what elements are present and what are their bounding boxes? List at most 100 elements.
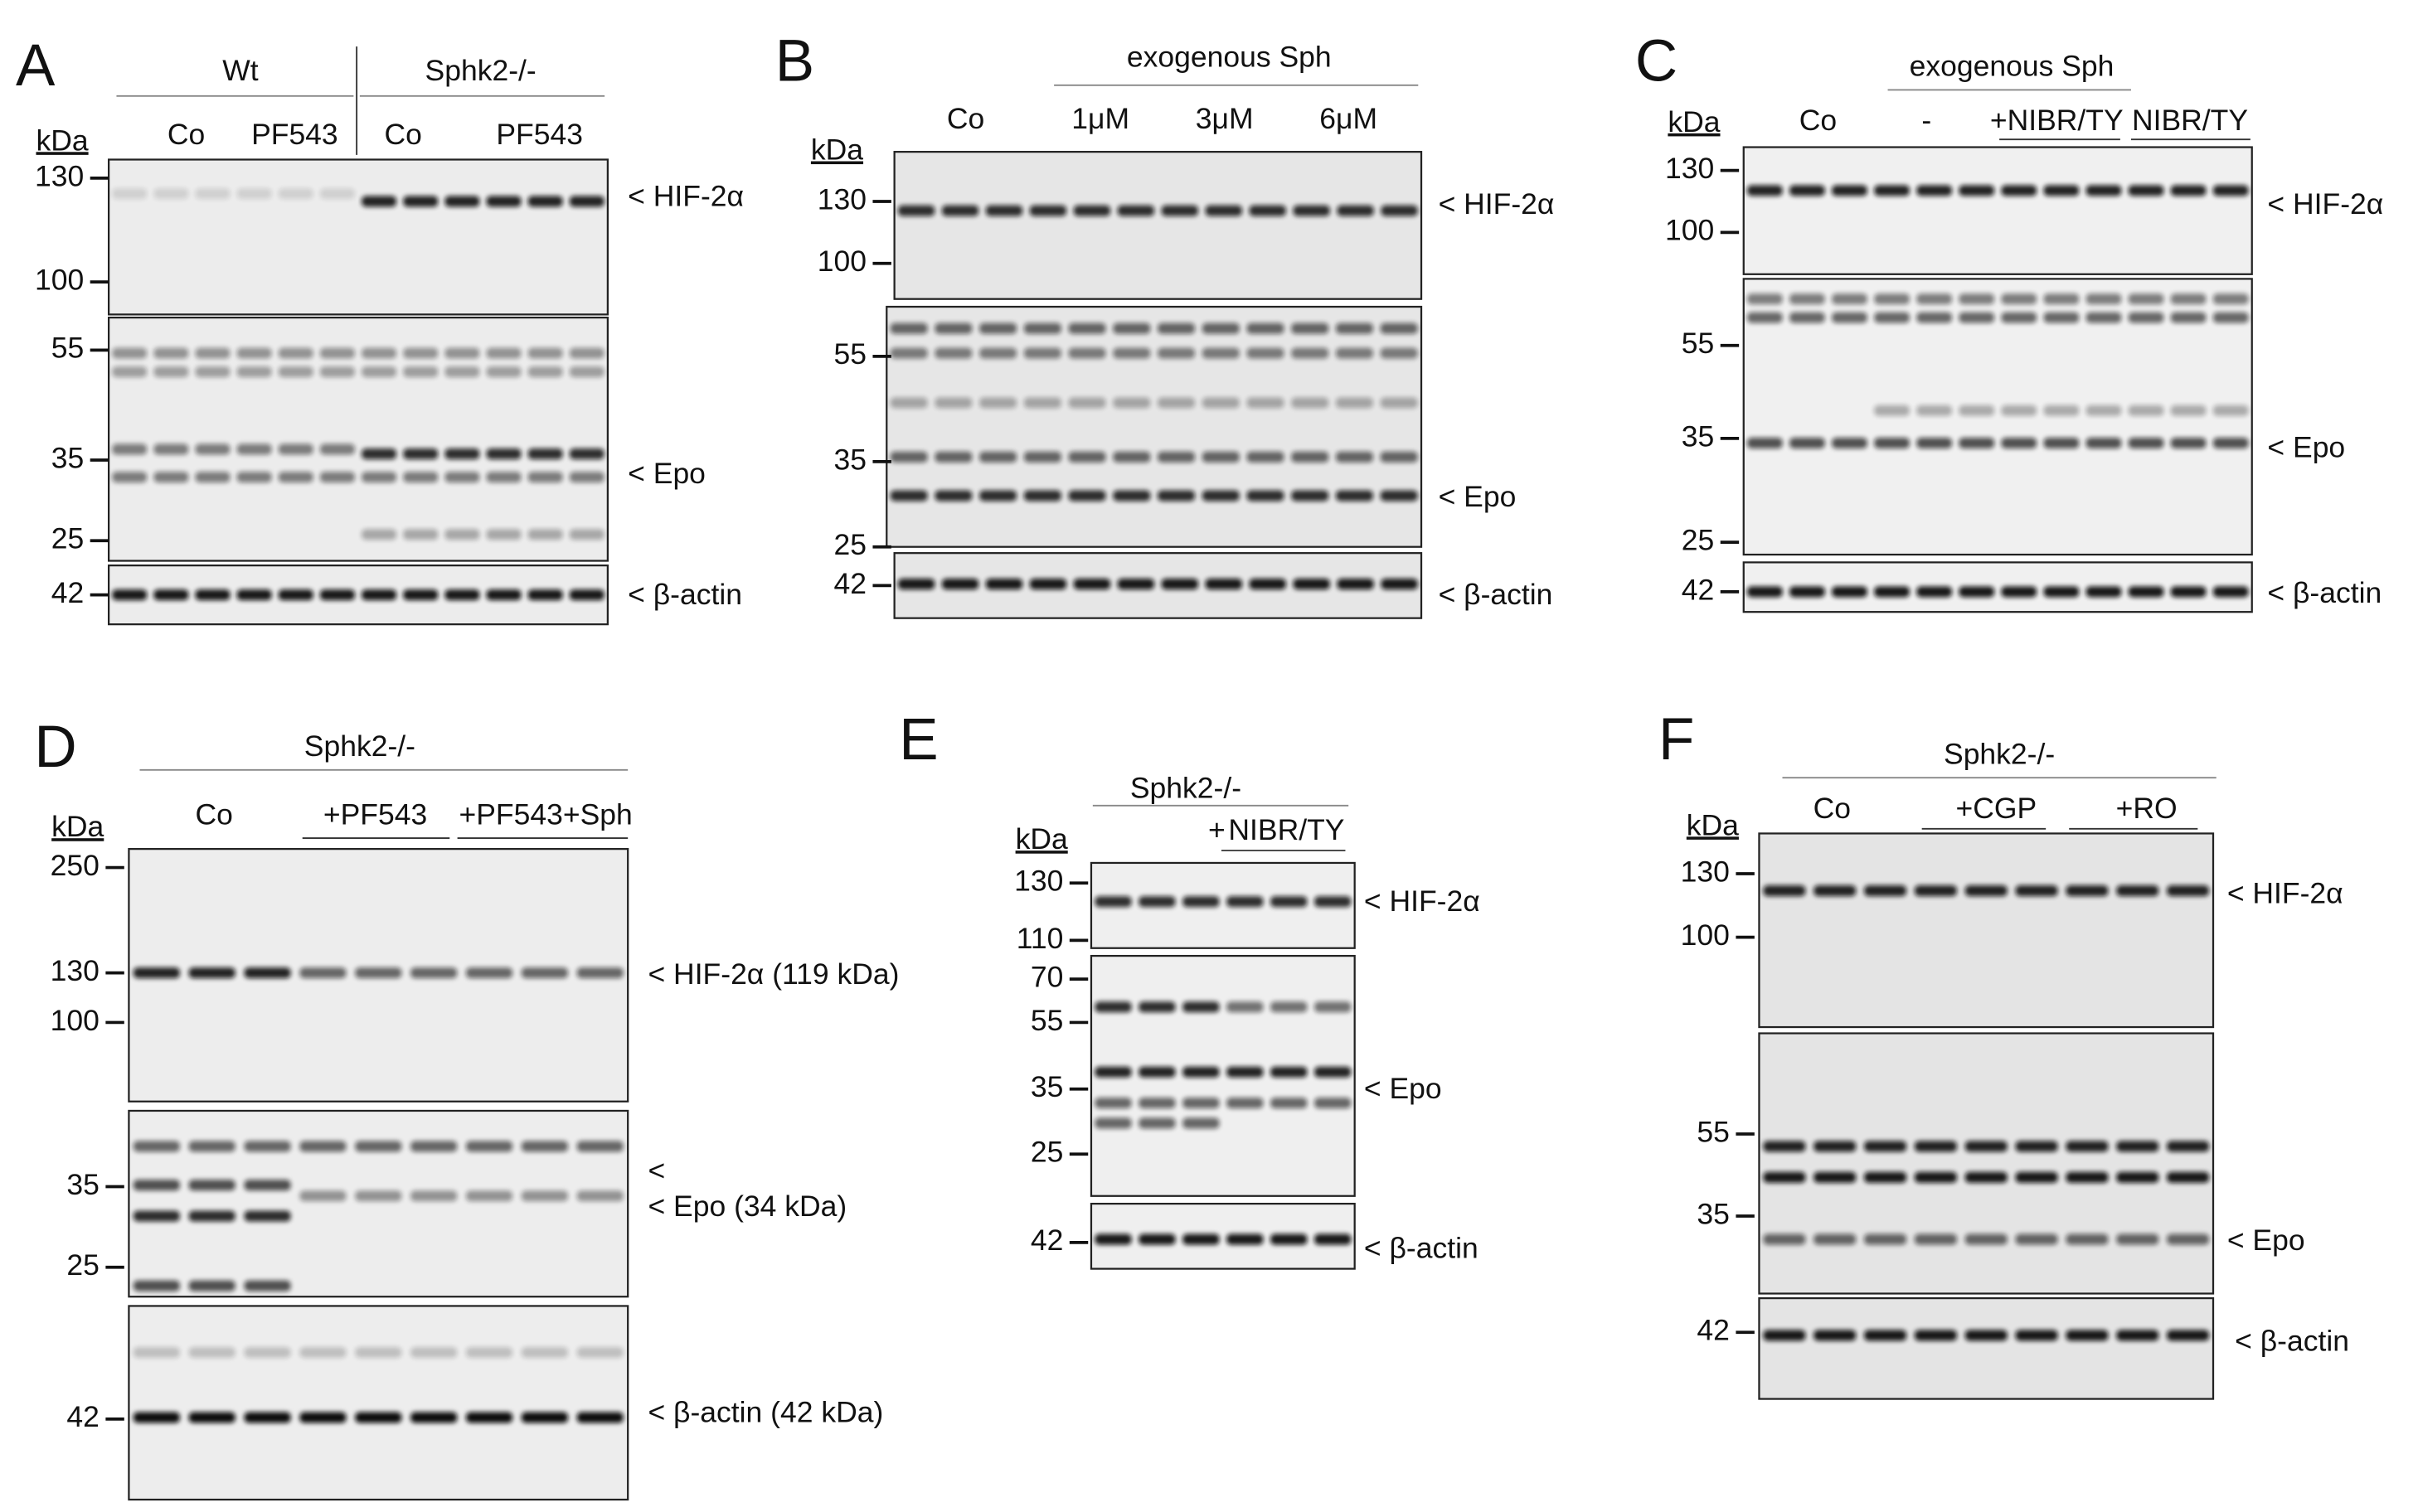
lane-label: PF543 [496, 118, 583, 151]
marker-label: 100 [1665, 214, 1714, 247]
kda-label: kDa [811, 133, 863, 167]
band [403, 366, 439, 378]
marker-label: 42 [833, 567, 867, 600]
band [2001, 405, 2037, 416]
marker-label: 55 [1682, 327, 1715, 360]
band [527, 448, 563, 460]
lane-label: Co [385, 118, 422, 151]
band [569, 529, 604, 540]
band [527, 472, 563, 483]
band [1381, 205, 1418, 216]
band [133, 1180, 180, 1191]
band [299, 1412, 347, 1423]
band [1813, 1330, 1857, 1341]
band [1964, 1330, 2008, 1341]
band [1959, 312, 1995, 323]
band [2043, 437, 2080, 449]
band [1073, 205, 1111, 216]
band [1246, 490, 1284, 502]
band [1335, 451, 1374, 463]
band [236, 443, 272, 455]
band [403, 347, 439, 359]
band [2066, 885, 2109, 897]
band [1073, 579, 1111, 590]
group-header: Sphk2-/- [425, 54, 537, 87]
target-label: < β-actin [2267, 576, 2382, 609]
band [1291, 347, 1329, 359]
band [112, 472, 148, 483]
band [1182, 1117, 1220, 1129]
band [362, 448, 397, 460]
band [1270, 1066, 1308, 1078]
marker-label: 25 [1031, 1136, 1064, 1169]
band [2170, 185, 2207, 196]
band [935, 322, 973, 334]
band [2167, 885, 2210, 897]
band [1763, 1141, 1806, 1152]
band [486, 347, 522, 359]
band [1746, 293, 1783, 305]
band [2085, 405, 2122, 416]
band [410, 1141, 458, 1152]
band [278, 347, 313, 359]
band [1863, 1233, 1907, 1245]
marker-label: 55 [1031, 1004, 1064, 1037]
band [1763, 1171, 1806, 1183]
band [299, 967, 347, 979]
band [935, 451, 973, 463]
marker-label: 35 [1682, 419, 1715, 453]
band [319, 188, 355, 200]
band [403, 196, 439, 207]
marker-label: 100 [818, 245, 867, 278]
band [1874, 312, 1910, 323]
panel-letter: F [1658, 707, 1694, 773]
band [1746, 586, 1783, 598]
band [1139, 1117, 1176, 1129]
band [2085, 185, 2122, 196]
band [236, 472, 272, 483]
blot [107, 158, 609, 316]
band [362, 529, 397, 540]
marker-label: 130 [818, 182, 867, 216]
kda-label: kDa [1016, 822, 1068, 855]
panel-letter: A [16, 33, 56, 99]
band [1139, 1233, 1176, 1245]
band [195, 347, 231, 359]
band [1023, 347, 1061, 359]
band [444, 529, 480, 540]
band [521, 1346, 568, 1359]
blot [128, 1305, 629, 1501]
target-label: < HIF-2α [628, 180, 744, 213]
band [1746, 437, 1783, 449]
band [1916, 437, 1953, 449]
blot [1742, 146, 2253, 275]
target-label: < Epo [2267, 430, 2345, 463]
band [527, 589, 563, 601]
band [2043, 185, 2080, 196]
band [299, 1346, 347, 1359]
band [1916, 405, 1953, 416]
band [133, 1412, 180, 1423]
band [2167, 1141, 2210, 1152]
band [979, 397, 1017, 409]
band [569, 589, 604, 601]
band [195, 472, 231, 483]
band [2066, 1233, 2109, 1245]
band [1863, 1141, 1907, 1152]
band [1863, 885, 1907, 897]
marker-label: 130 [1014, 865, 1063, 898]
marker-label: 42 [1682, 573, 1715, 606]
band [1226, 1233, 1264, 1245]
target-label: < Epo (34 kDa) [648, 1190, 847, 1223]
band [890, 451, 928, 463]
band [1291, 397, 1329, 409]
band [897, 205, 935, 216]
lane-label: +PF543 [323, 797, 427, 831]
band [2212, 437, 2249, 449]
band [1202, 347, 1240, 359]
group-header: exogenous Sph [1910, 50, 2115, 83]
band [355, 1190, 402, 1202]
target-label: < HIF-2α [2227, 877, 2343, 910]
band [979, 347, 1017, 359]
